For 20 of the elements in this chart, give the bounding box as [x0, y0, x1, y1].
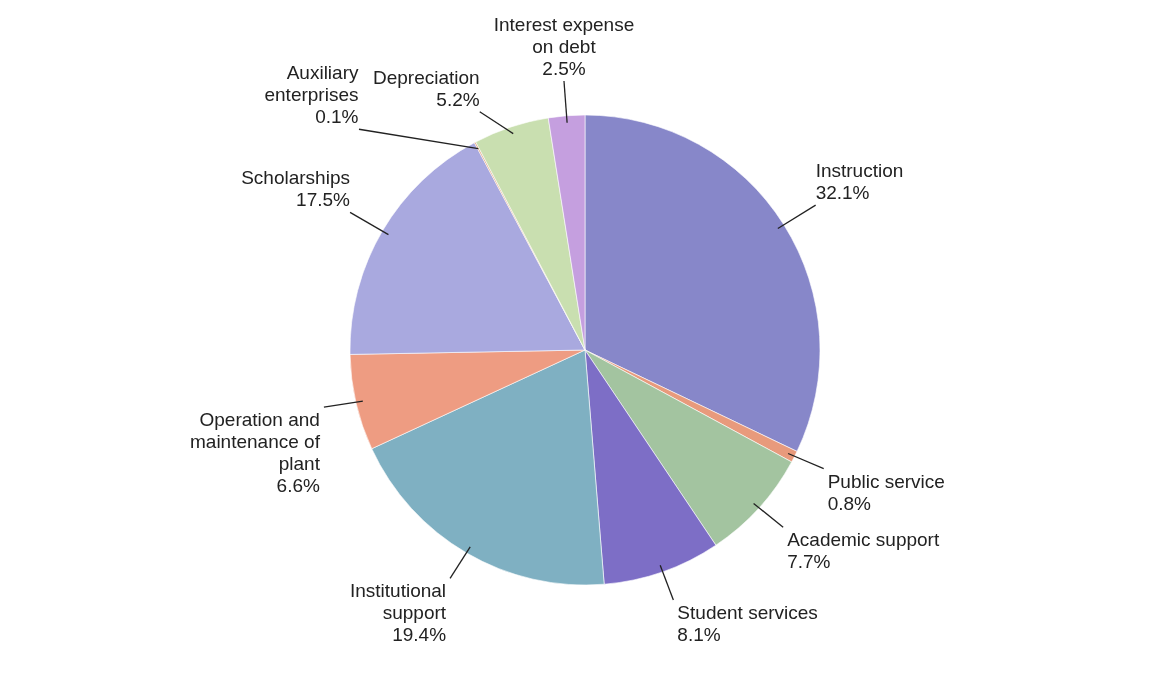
slice-label: Instruction [815, 160, 904, 182]
slice-label: Interest expense on debt [493, 13, 635, 57]
slice-label: Scholarships [241, 167, 350, 189]
slice-label: Institutional support [349, 580, 447, 624]
slice-label: Auxiliary enterprises [264, 62, 359, 106]
data-label: 32.1% [815, 182, 870, 204]
data-label: 2.5% [542, 57, 586, 79]
data-label: 7.7% [787, 551, 831, 573]
data-label: 17.5% [296, 189, 351, 211]
data-label: 0.8% [827, 492, 872, 514]
slice-label: Student services [677, 601, 818, 623]
data-label: 19.4% [392, 624, 447, 646]
slice-label: Depreciation [372, 66, 480, 88]
data-label: 6.6% [276, 475, 321, 497]
data-label: 8.1% [677, 623, 721, 645]
data-label: 0.1% [315, 106, 359, 128]
slice-label: Academic support [787, 529, 940, 551]
slice-label: Operation and maintenance of plant [190, 409, 321, 475]
data-label: 5.2% [436, 88, 480, 110]
slice-label: Public service [827, 470, 945, 492]
